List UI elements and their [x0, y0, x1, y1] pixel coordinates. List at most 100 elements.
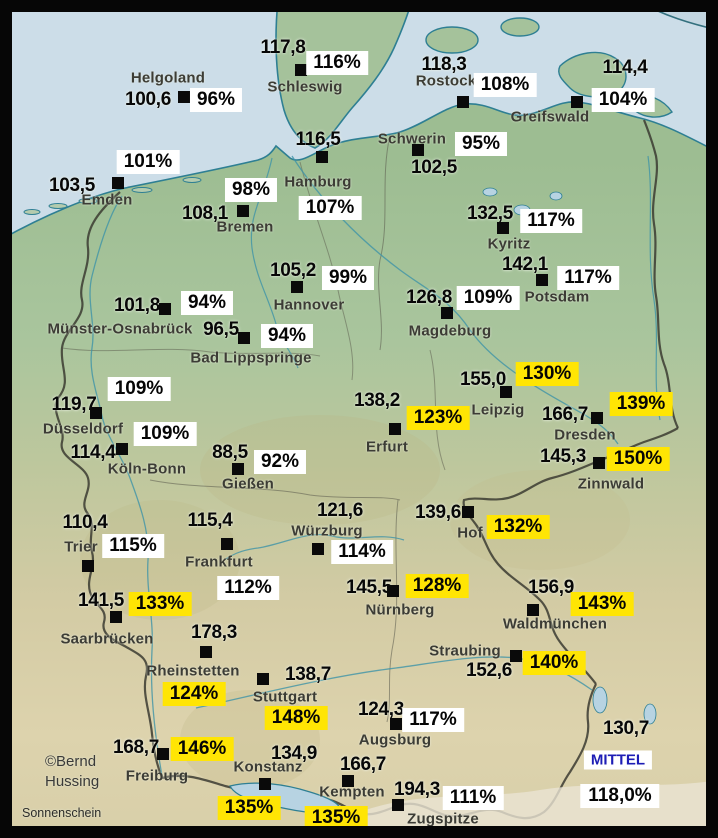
station-freiburg-name: Freiburg [125, 767, 189, 785]
station-dresden-value: 166,7 [541, 404, 589, 425]
station-zinnwald-value: 145,3 [539, 446, 587, 467]
credit-line1: ©Bernd [45, 753, 97, 770]
station-dresden-marker [591, 412, 603, 424]
station-stuttgart-marker [257, 673, 269, 685]
station-emden-name: Emden [81, 191, 133, 209]
station-zugspitze-name: Zugspitze [407, 810, 479, 828]
station-konstanz-value: 134,9 [270, 743, 318, 764]
station-zugspitze-percent: 111% [442, 786, 504, 810]
station-hamburg-percent: 107% [298, 196, 362, 220]
station-duesseldorf-marker [90, 407, 102, 419]
station-magdeburg-value: 126,8 [405, 287, 453, 308]
station-konstanz-percent: 135% [217, 796, 281, 820]
station-schleswig-percent: 116% [306, 51, 368, 75]
station-trier-marker [82, 560, 94, 572]
station-magdeburg-marker [441, 307, 453, 319]
station-kempten-name: Kempten [319, 783, 385, 801]
station-waldmuenchen-percent: 143% [570, 592, 634, 616]
station-zinnwald-percent: 150% [606, 447, 670, 471]
mittel-percent: 118,0% [580, 784, 660, 808]
station-dresden-percent: 139% [609, 392, 673, 416]
station-wuerzburg-name: Würzburg [291, 522, 363, 540]
station-rostock-value: 118,3 [421, 54, 467, 75]
station-hannover-marker [291, 281, 303, 293]
station-greifswald-marker [571, 96, 583, 108]
station-saarbruecken-value: 141,5 [77, 590, 125, 611]
station-rheinstetten-value: 178,3 [190, 622, 238, 643]
station-schwerin-marker [412, 144, 424, 156]
station-kyritz-name: Kyritz [487, 235, 531, 253]
station-emden-value: 103,5 [48, 175, 96, 196]
station-trier-name: Trier [64, 538, 98, 556]
station-leipzig-name: Leipzig [471, 401, 525, 419]
station-hannover-value: 105,2 [269, 260, 317, 281]
station-zugspitze-marker [392, 799, 404, 811]
station-waldmuenchen-marker [527, 604, 539, 616]
station-trier-percent: 115% [102, 534, 164, 558]
station-greifswald-value: 114,4 [602, 57, 648, 78]
station-konstanz-marker [259, 778, 271, 790]
station-schleswig-marker [295, 64, 307, 76]
station-augsburg-value: 124,3 [357, 699, 405, 720]
station-erfurt-value: 138,2 [353, 390, 401, 411]
station-leipzig-marker [500, 386, 512, 398]
station-hof-value: 139,6 [414, 502, 462, 523]
station-nuernberg-name: Nürnberg [365, 601, 435, 619]
station-zinnwald-name: Zinnwald [577, 475, 645, 493]
station-rostock-name: Rostock [415, 72, 477, 90]
footer-label: Sonnenschein [22, 806, 102, 820]
station-nuernberg-percent: 128% [405, 574, 469, 598]
station-stuttgart-percent: 148% [264, 706, 328, 730]
station-straubing-marker [510, 650, 522, 662]
station-magdeburg-name: Magdeburg [408, 322, 492, 340]
station-potsdam-name: Potsdam [524, 288, 590, 306]
station-straubing-name: Straubing [429, 642, 501, 660]
station-kyritz-percent: 117% [520, 209, 582, 233]
credit-line2: Hussing [45, 773, 100, 790]
station-greifswald-name: Greifswald [510, 108, 590, 126]
station-helgoland-name: Helgoland [130, 69, 206, 87]
station-frankfurt-name: Frankfurt [185, 553, 253, 571]
station-duesseldorf-value: 119,7 [51, 394, 97, 415]
station-koeln-bonn-value: 114,4 [70, 442, 116, 463]
station-straubing-value: 152,6 [465, 660, 513, 681]
station-kyritz-marker [497, 222, 509, 234]
station-bremen-name: Bremen [216, 218, 274, 236]
station-greifswald-percent: 104% [591, 88, 655, 112]
station-giessen-name: Gießen [221, 475, 275, 493]
station-emden-marker [112, 177, 124, 189]
station-giessen-value: 88,5 [212, 442, 248, 463]
station-schleswig-name: Schleswig [267, 78, 343, 96]
mittel-label: MITTEL [583, 750, 653, 770]
station-straubing-percent: 140% [522, 651, 586, 675]
station-hamburg-marker [316, 151, 328, 163]
station-augsburg-marker [390, 718, 402, 730]
station-stuttgart-value: 138,7 [284, 664, 332, 685]
station-duesseldorf-name: Düsseldorf [42, 420, 124, 438]
station-kempten-marker [342, 775, 354, 787]
station-hamburg-value: 116,5 [295, 129, 341, 150]
station-koeln-bonn-marker [116, 443, 128, 455]
station-helgoland-value: 100,6 [124, 89, 172, 110]
station-muenster-osnabrueck-name: Münster-Osnabrück [47, 320, 193, 338]
station-potsdam-value: 142,1 [501, 254, 549, 275]
station-rheinstetten-name: Rheinstetten [146, 662, 240, 680]
station-bremen-percent: 98% [224, 178, 278, 202]
station-emden-percent: 101% [116, 150, 180, 174]
station-frankfurt-value: 115,4 [187, 510, 233, 531]
station-trier-value: 110,4 [62, 512, 108, 533]
station-muenster-osnabrueck-value: 101,8 [113, 295, 161, 316]
station-dresden-name: Dresden [554, 426, 616, 444]
station-bremen-marker [237, 205, 249, 217]
station-rheinstetten-marker [200, 646, 212, 658]
station-wuerzburg-percent: 114% [331, 540, 393, 564]
station-rheinstetten-percent: 124% [162, 682, 226, 706]
station-bad-lippspringe-marker [238, 332, 250, 344]
station-zugspitze-value: 194,3 [393, 779, 441, 800]
station-saarbruecken-percent: 133% [128, 592, 192, 616]
credit-text: ©Bernd Hussing [45, 752, 99, 792]
station-frankfurt-percent: 112% [217, 576, 279, 600]
mittel-value: 130,7 [602, 718, 650, 739]
station-wuerzburg-marker [312, 543, 324, 555]
